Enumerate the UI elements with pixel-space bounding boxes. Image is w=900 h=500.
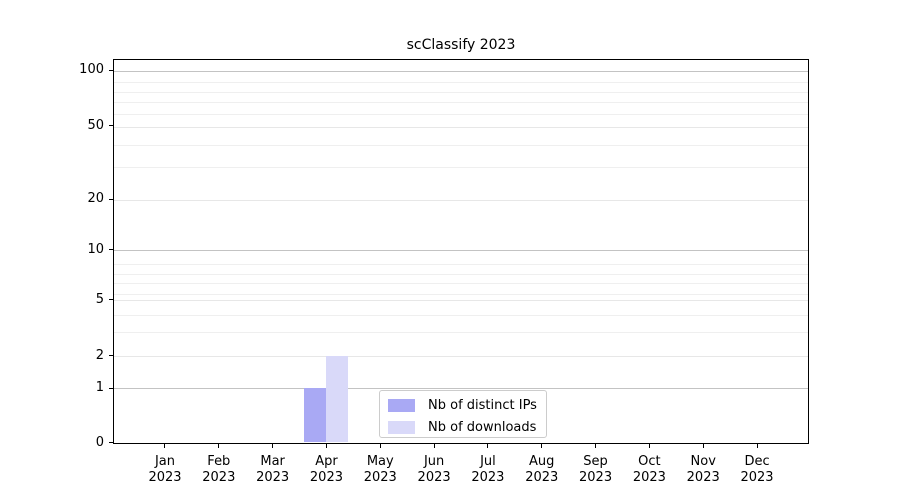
gridline-y-2 xyxy=(114,355,808,357)
x-tick-month: Jun xyxy=(423,453,445,469)
x-tickmark-apr xyxy=(325,443,327,448)
minor-gridline xyxy=(114,144,808,146)
minor-gridline xyxy=(114,294,808,296)
gridline-y-10 xyxy=(114,250,808,251)
minor-gridline xyxy=(114,283,808,285)
minor-gridline xyxy=(114,166,808,168)
x-tick-month: Dec xyxy=(744,453,770,469)
x-tick-label-jul: Jul 2023 xyxy=(458,454,518,486)
y-tickmark-5 xyxy=(109,299,113,301)
y-tick-label-5: 5 xyxy=(95,291,104,307)
x-tick-month: Jan xyxy=(154,453,175,469)
x-tickmark-aug xyxy=(541,443,543,448)
x-tick-year: 2023 xyxy=(525,469,559,485)
y-tick-label-0: 0 xyxy=(95,434,104,450)
minor-gridline xyxy=(114,81,808,83)
bar-downloads-apr xyxy=(326,355,349,443)
y-tick-label-50: 50 xyxy=(87,117,104,133)
x-tick-month: Oct xyxy=(638,453,661,469)
x-tick-year: 2023 xyxy=(202,469,236,485)
x-tick-year: 2023 xyxy=(632,469,666,485)
minor-gridline xyxy=(114,314,808,316)
x-tick-label-dec: Dec 2023 xyxy=(727,454,787,486)
minor-gridline xyxy=(114,113,808,115)
y-tickmark-50 xyxy=(109,125,113,127)
gridline-y-20 xyxy=(114,199,808,201)
x-tick-label-oct: Oct 2023 xyxy=(619,454,679,486)
minor-gridline xyxy=(114,91,808,93)
minor-gridline xyxy=(114,102,808,104)
x-tick-label-jun: Jun 2023 xyxy=(404,454,464,486)
x-tick-year: 2023 xyxy=(309,469,343,485)
x-tick-year: 2023 xyxy=(417,469,451,485)
bar-distinct-ips-apr xyxy=(304,388,327,443)
minor-gridline xyxy=(114,263,808,265)
x-tick-label-feb: Feb 2023 xyxy=(189,454,249,486)
y-tick-label-1: 1 xyxy=(95,380,104,396)
chart-title: scClassify 2023 xyxy=(406,36,516,53)
legend-item-distinct-ips: Nb of distinct IPs xyxy=(388,397,538,415)
x-tick-year: 2023 xyxy=(256,469,290,485)
minor-gridline xyxy=(114,331,808,333)
y-tickmark-100 xyxy=(109,69,113,71)
x-tickmark-mar xyxy=(272,443,274,448)
x-tick-month: May xyxy=(366,453,394,469)
x-tickmark-oct xyxy=(648,443,650,448)
y-tickmark-2 xyxy=(109,355,113,357)
x-tick-label-mar: Mar 2023 xyxy=(243,454,303,486)
x-tick-month: Aug xyxy=(529,453,555,469)
x-tick-year: 2023 xyxy=(740,469,774,485)
gridline-y-50 xyxy=(114,126,808,128)
y-tickmark-10 xyxy=(109,249,113,250)
x-tick-month: Jul xyxy=(480,453,496,469)
x-tick-year: 2023 xyxy=(686,469,720,485)
y-tick-label-20: 20 xyxy=(87,191,104,207)
gridline-y-5 xyxy=(114,300,808,302)
x-tick-month: Sep xyxy=(583,453,608,469)
x-tick-month: Feb xyxy=(207,453,231,469)
x-tick-year: 2023 xyxy=(363,469,397,485)
gridline-y-1 xyxy=(114,388,808,390)
legend-swatch-distinct-ips xyxy=(388,399,415,412)
legend-swatch-downloads xyxy=(388,421,415,434)
y-tick-label-2: 2 xyxy=(95,347,104,363)
x-tickmark-nov xyxy=(702,443,704,448)
x-tickmark-jun xyxy=(433,443,435,448)
x-tickmark-dec xyxy=(756,443,758,448)
x-tick-year: 2023 xyxy=(148,469,182,485)
x-tickmark-jan xyxy=(164,443,166,448)
x-tick-label-apr: Apr 2023 xyxy=(296,454,356,486)
x-tick-label-may: May 2023 xyxy=(350,454,410,486)
x-tick-label-sep: Sep 2023 xyxy=(566,454,626,486)
x-tick-label-jan: Jan 2023 xyxy=(135,454,195,486)
y-tick-label-10: 10 xyxy=(87,241,104,257)
x-tickmark-sep xyxy=(595,443,597,448)
y-tickmark-0 xyxy=(109,442,113,443)
y-tickmark-20 xyxy=(109,198,113,200)
y-tick-label-100: 100 xyxy=(79,62,104,78)
x-tick-month: Mar xyxy=(260,453,285,469)
x-tick-year: 2023 xyxy=(579,469,613,485)
x-tick-year: 2023 xyxy=(471,469,505,485)
x-tick-month: Nov xyxy=(690,453,716,469)
legend-item-downloads: Nb of downloads xyxy=(388,419,538,437)
x-tick-label-aug: Aug 2023 xyxy=(512,454,572,486)
x-tick-label-nov: Nov 2023 xyxy=(673,454,733,486)
y-tickmark-1 xyxy=(109,387,113,389)
x-tick-month: Apr xyxy=(315,453,338,469)
legend-label-downloads: Nb of downloads xyxy=(428,419,537,435)
plot-area: Nb of distinct IPs Nb of downloads xyxy=(113,58,809,444)
legend: Nb of distinct IPs Nb of downloads xyxy=(379,389,547,438)
minor-gridline xyxy=(114,273,808,275)
x-tickmark-feb xyxy=(218,443,220,448)
x-tickmark-jul xyxy=(487,443,489,448)
gridline-y-100 xyxy=(114,71,808,73)
x-tickmark-may xyxy=(379,443,381,448)
legend-label-distinct-ips: Nb of distinct IPs xyxy=(428,397,537,413)
